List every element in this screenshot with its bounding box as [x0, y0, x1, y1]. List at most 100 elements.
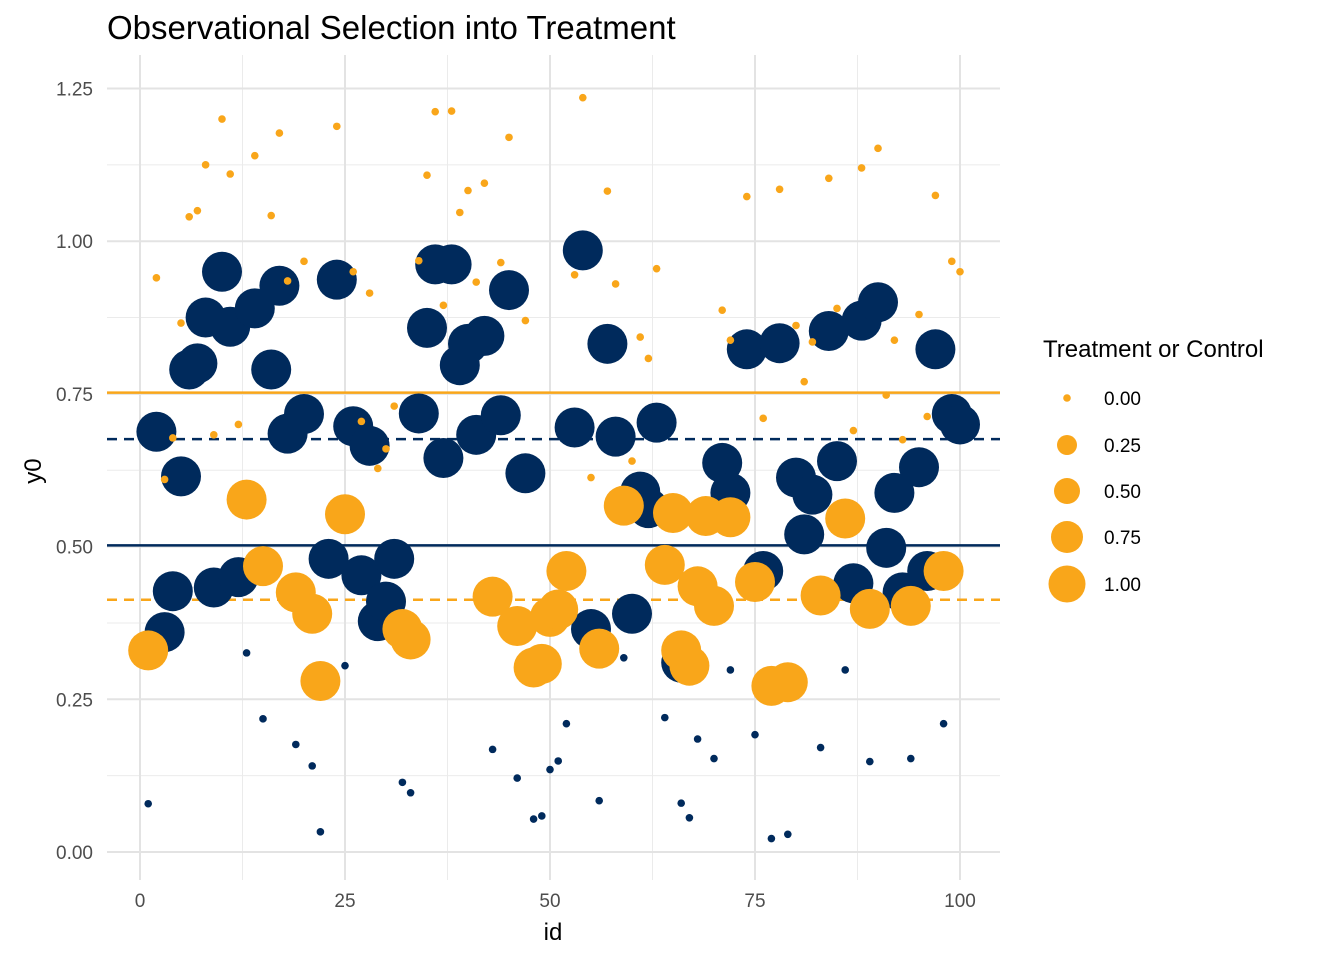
y-axis-ticks: 0.00 0.25 0.50 0.75 1.00 1.25: [56, 80, 93, 865]
x-tick-label: 100: [944, 891, 976, 912]
legend-key: [1048, 565, 1086, 603]
data-point: [349, 425, 390, 466]
data-point: [612, 593, 652, 634]
data-point: [915, 310, 923, 319]
data-point: [694, 585, 734, 626]
data-point: [579, 628, 620, 669]
legend-label: 0.50: [1104, 482, 1141, 503]
data-point: [857, 164, 866, 172]
data-point: [956, 267, 964, 276]
data-point: [595, 796, 603, 805]
data-point: [907, 754, 915, 763]
legend-entries: 0.00 0.25 0.50 0.75 1.00: [1048, 389, 1141, 603]
data-point: [554, 407, 595, 448]
y-axis-title: y0: [20, 458, 47, 483]
data-point: [931, 191, 940, 200]
data-point: [726, 329, 767, 370]
data-point: [866, 757, 874, 766]
data-point: [538, 589, 579, 630]
data-point: [923, 412, 931, 421]
data-point: [890, 336, 899, 344]
data-point: [431, 244, 472, 285]
data-point: [800, 575, 841, 616]
data-point: [898, 435, 907, 444]
data-point: [899, 447, 939, 488]
data-point: [201, 161, 210, 169]
data-point: [415, 256, 423, 265]
data-point: [685, 813, 694, 822]
data-point: [677, 799, 685, 807]
data-point: [365, 289, 374, 297]
data-point: [611, 280, 620, 288]
data-point: [316, 259, 357, 300]
y-tick-label: 0.75: [56, 385, 93, 406]
data-point: [341, 661, 349, 670]
data-point: [570, 270, 579, 279]
data-point: [423, 171, 431, 180]
data-point: [472, 278, 481, 286]
legend-key: [1063, 394, 1071, 402]
data-point: [472, 576, 513, 617]
data-point: [267, 211, 276, 220]
data-point: [603, 485, 644, 526]
data-point: [505, 453, 546, 494]
data-point: [316, 828, 325, 836]
data-point: [292, 740, 300, 749]
data-point: [259, 715, 267, 723]
data-point: [751, 730, 759, 739]
data-point: [144, 799, 152, 808]
data-point: [628, 457, 636, 465]
data-point: [234, 420, 243, 429]
data-point: [152, 274, 161, 282]
legend-label: 0.00: [1104, 389, 1141, 410]
data-point: [390, 619, 431, 660]
data-point: [497, 258, 505, 267]
y-tick-label: 0.50: [56, 538, 93, 559]
data-point: [349, 267, 358, 276]
data-point: [275, 129, 284, 137]
data-point: [841, 666, 849, 674]
data-point: [243, 546, 283, 587]
data-point: [710, 497, 751, 538]
data-point: [407, 307, 447, 348]
data-point: [251, 151, 259, 160]
x-tick-label: 25: [334, 891, 355, 912]
data-point: [562, 719, 571, 728]
data-point: [283, 277, 292, 285]
legend-key: [1054, 478, 1080, 504]
data-point: [710, 754, 718, 763]
data-point: [882, 391, 890, 399]
data-point: [185, 212, 193, 221]
data-point: [529, 815, 538, 823]
data-point: [488, 745, 497, 754]
data-point: [300, 257, 308, 266]
data-point: [259, 265, 300, 306]
data-point: [398, 778, 407, 787]
data-point: [341, 555, 382, 596]
data-point: [439, 301, 448, 310]
data-point: [464, 186, 472, 195]
data-point: [940, 404, 980, 445]
data-point: [562, 230, 603, 271]
data-point: [743, 192, 751, 201]
data-points: [128, 93, 980, 843]
legend: Treatment or Control 0.00 0.25 0.50 0.75 1.0…: [1043, 336, 1264, 603]
data-point: [726, 336, 735, 344]
data-point: [702, 442, 743, 483]
data-point: [308, 538, 349, 579]
data-point: [128, 630, 169, 671]
chart-title: Observational Selection into Treatment: [107, 9, 676, 46]
data-point: [390, 402, 399, 410]
data-point: [177, 319, 185, 327]
data-point: [357, 417, 366, 426]
x-axis-ticks: 0 25 50 75 100: [135, 891, 976, 912]
data-point: [160, 475, 169, 484]
data-point: [587, 323, 628, 364]
data-point: [866, 527, 907, 568]
legend-label: 1.00: [1104, 575, 1141, 596]
data-point: [653, 493, 693, 534]
legend-key: [1051, 521, 1083, 553]
data-point: [833, 304, 841, 313]
data-point: [193, 206, 202, 215]
